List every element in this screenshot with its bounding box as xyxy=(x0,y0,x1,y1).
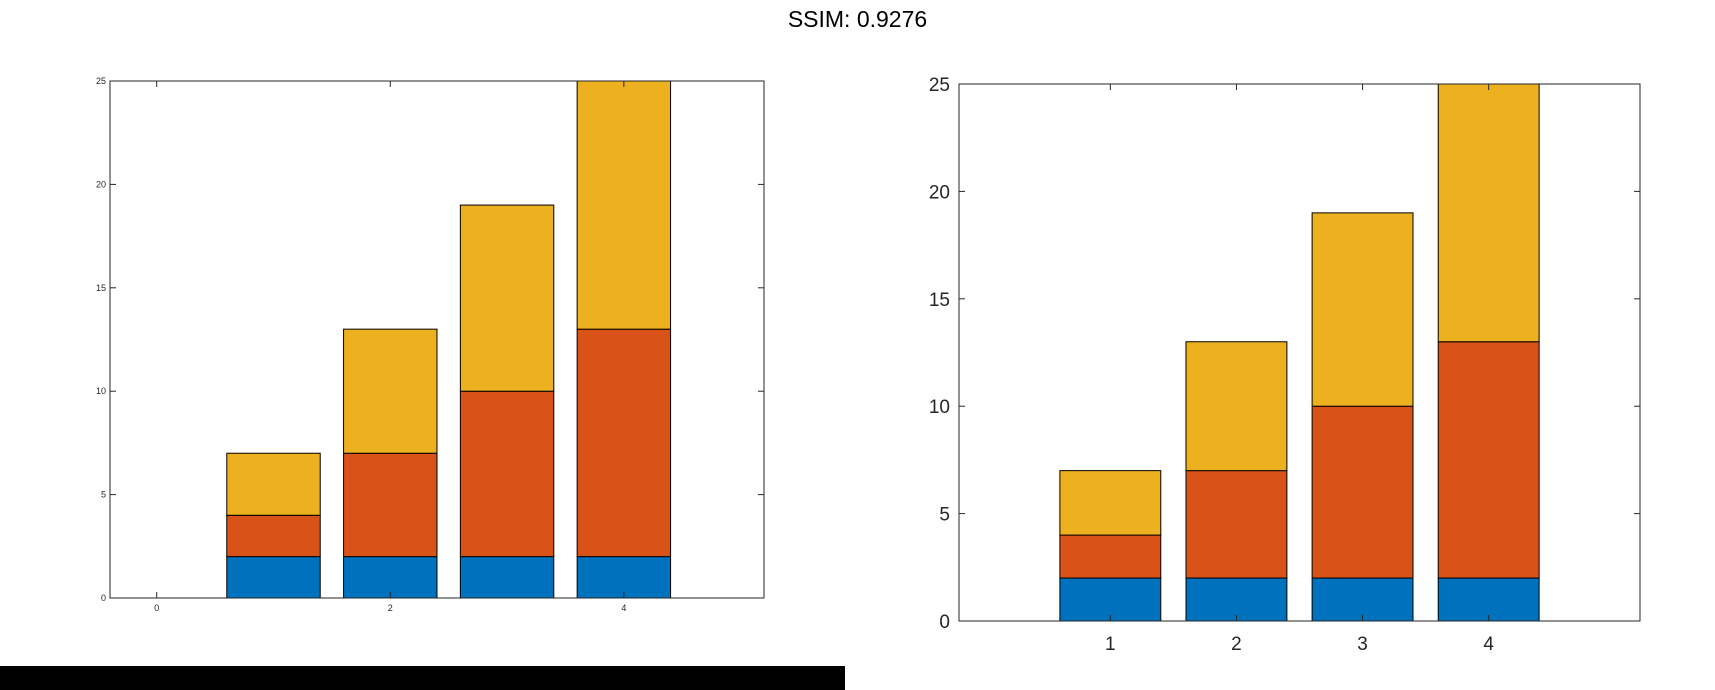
axes-box xyxy=(958,83,1641,622)
bar-segment xyxy=(1185,341,1288,472)
bar-segment xyxy=(1185,470,1288,579)
bar-segment xyxy=(459,556,555,599)
y-tick-label: 10 xyxy=(96,386,106,396)
y-tick-label: 5 xyxy=(939,505,950,526)
y-tick-label: 25 xyxy=(929,75,950,96)
bar-segment xyxy=(576,328,672,558)
bar-segment xyxy=(226,556,321,599)
bar-segment xyxy=(343,328,438,454)
x-tick-label: 4 xyxy=(621,603,626,613)
x-tick-label: 2 xyxy=(388,603,393,613)
y-tick-label: 0 xyxy=(939,612,950,633)
bar-segment xyxy=(1311,212,1414,407)
y-tick-label: 5 xyxy=(101,490,106,500)
bar-segment xyxy=(459,204,555,392)
x-tick-label: 1 xyxy=(1105,634,1116,655)
x-tick-label: 0 xyxy=(154,603,159,613)
bar-segment xyxy=(1059,470,1162,536)
bar-segment xyxy=(576,80,672,330)
black-bar xyxy=(0,666,845,690)
y-tick-label: 0 xyxy=(101,593,106,603)
x-tick-label: 4 xyxy=(1483,634,1494,655)
bar-segment xyxy=(343,452,438,558)
y-tick-label: 10 xyxy=(929,397,950,418)
bar-segment xyxy=(1437,83,1540,343)
x-tick-label: 3 xyxy=(1357,634,1368,655)
bar-segment xyxy=(1437,577,1540,622)
bar-segment xyxy=(1059,577,1162,622)
y-tick-label: 15 xyxy=(929,290,950,311)
y-tick-label: 20 xyxy=(929,182,950,203)
bar-segment xyxy=(459,390,555,558)
bar-segment xyxy=(226,452,321,516)
x-tick-label: 2 xyxy=(1231,634,1242,655)
y-tick-label: 25 xyxy=(96,76,106,86)
page-title: SSIM: 0.9276 xyxy=(787,6,928,32)
bar-segment xyxy=(1311,405,1414,579)
bar-segment xyxy=(1059,534,1162,579)
bar-segment xyxy=(1437,341,1540,579)
axes-box xyxy=(109,80,765,599)
y-tick-label: 15 xyxy=(96,283,106,293)
bar-segment xyxy=(1311,577,1414,622)
bar-segment xyxy=(1185,577,1288,622)
y-tick-label: 20 xyxy=(96,179,106,189)
